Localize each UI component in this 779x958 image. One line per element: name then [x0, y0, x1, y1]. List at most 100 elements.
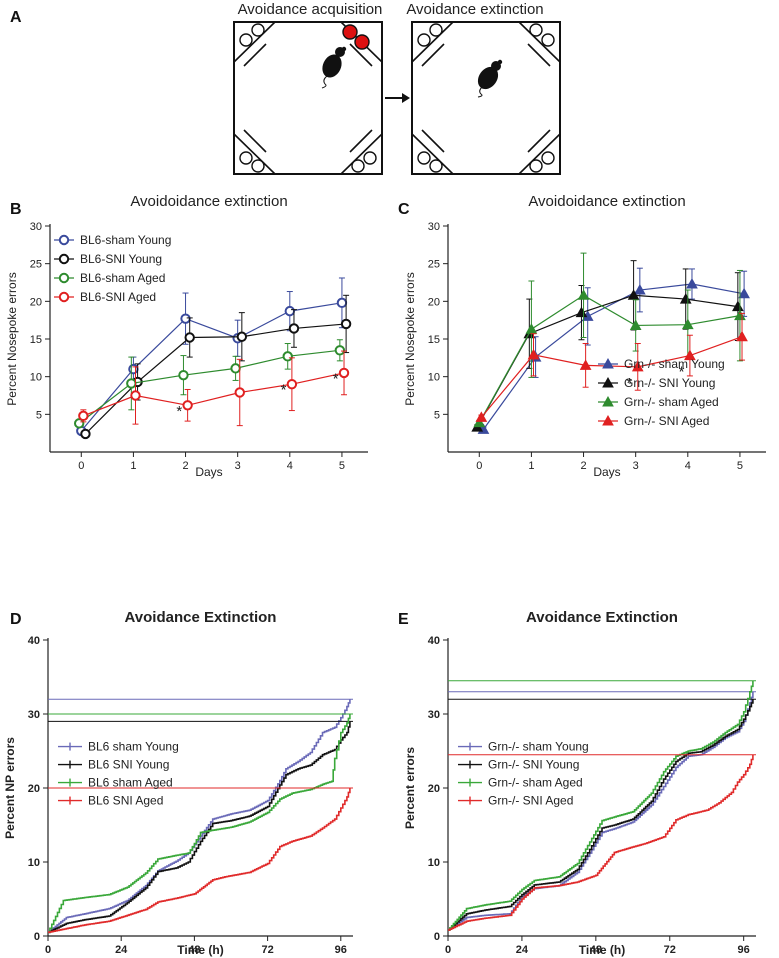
data-point-marker — [602, 357, 614, 369]
chart-d-cumulative-plot: Avoidance Extinction 0 10 20 30 40 0 24 48 72 96 Ti… — [3, 609, 353, 957]
data-point-marker — [736, 330, 748, 342]
y-tick-label: 15 — [428, 334, 440, 346]
data-point-marker — [178, 369, 189, 381]
legend-entry-label: Grn-/- SNI Aged — [624, 414, 709, 428]
chart-e-title: Avoidance Extinction — [526, 609, 678, 626]
data-point-marker — [282, 351, 293, 362]
data-point-marker — [602, 376, 614, 388]
chart-c-line-plot: Avoidoidance extinction 5 10 15 20 25 30 0 1 2 3 4 5… — [403, 193, 766, 479]
x-tick-label: 4 — [287, 460, 293, 472]
x-tick-label: 0 — [445, 944, 451, 956]
data-point-marker — [525, 323, 538, 334]
y-tick-label: 10 — [428, 857, 440, 869]
x-tick-label: 5 — [339, 460, 345, 472]
panel-label-b: B — [10, 201, 22, 218]
data-point-marker — [738, 287, 750, 299]
chart-c-title: Avoidoidance extinction — [528, 193, 685, 210]
data-point-marker — [527, 348, 540, 360]
legend-entry-label: BL6-sham Young — [80, 233, 171, 247]
cumulative-step-line — [448, 699, 754, 931]
data-point-marker — [80, 428, 91, 440]
chart-b-y-label: Percent Nosepoke errors — [5, 272, 19, 405]
data-point-marker — [286, 379, 298, 390]
y-tick-label: 5 — [36, 409, 42, 421]
y-tick-label: 40 — [428, 635, 440, 647]
data-point-marker — [575, 306, 588, 318]
schematic-right-title: Avoidance extinction — [406, 1, 543, 18]
y-tick-label: 0 — [34, 931, 40, 943]
data-point-marker — [78, 410, 89, 422]
x-tick-label: 3 — [633, 460, 639, 472]
chart-e-cumulative-plot: Avoidance Extinction 0 10 20 30 40 0 24 48 72 96 Ti… — [403, 609, 756, 957]
x-tick-label: 48 — [590, 944, 602, 956]
data-point-marker — [128, 363, 139, 375]
y-tick-label: 30 — [428, 709, 440, 721]
legend-entry-label: BL6 SNI Young — [88, 758, 169, 772]
y-tick-label: 40 — [28, 635, 40, 647]
lit-nosepoke-holes — [342, 24, 370, 50]
significance-asterisk: * — [333, 370, 339, 387]
x-tick-label: 2 — [182, 460, 188, 472]
chart-e-x-label: Time (h) — [579, 943, 625, 957]
chart-c-x-label: Days — [593, 465, 620, 479]
cumulative-step-line — [48, 788, 351, 934]
legend-entry-label: Grn-/- SNI Aged — [488, 794, 573, 808]
data-point-marker — [58, 234, 70, 246]
legend-entry-label: BL6 sham Aged — [88, 776, 173, 790]
data-point-marker — [334, 345, 346, 356]
legend-entry-label: BL6-SNI Aged — [80, 290, 156, 304]
significance-asterisk: * — [679, 364, 685, 381]
y-tick-label: 10 — [428, 372, 440, 384]
data-point-marker — [473, 416, 486, 428]
chart-d-title: Avoidance Extinction — [125, 609, 277, 626]
arena-acquisition — [233, 21, 383, 175]
data-point-marker — [686, 277, 698, 289]
legend-entry-label: Grn-/- SNI Young — [488, 758, 579, 772]
legend-entry-label: Grn-/- sham Young — [488, 740, 589, 754]
data-point-marker — [58, 253, 70, 265]
data-point-marker — [629, 319, 642, 330]
legend-entry-label: Grn-/- sham Aged — [624, 395, 719, 409]
x-tick-label: 5 — [737, 460, 743, 472]
chart-e-y-label: Percent errors — [403, 747, 417, 829]
x-tick-label: 1 — [130, 460, 136, 472]
chart-b-title: Avoidoidance extinction — [130, 193, 287, 210]
data-point-marker — [577, 289, 590, 300]
y-tick-label: 15 — [30, 334, 42, 346]
y-tick-label: 25 — [428, 259, 440, 271]
data-point-marker — [475, 411, 488, 422]
data-point-marker — [579, 359, 592, 370]
y-tick-label: 30 — [30, 221, 42, 233]
x-tick-label: 96 — [738, 944, 750, 956]
legend-entry-label: BL6-SNI Young — [80, 252, 162, 266]
data-point-marker — [73, 418, 85, 429]
significance-asterisk: * — [176, 403, 182, 420]
panel-label-a: A — [10, 9, 22, 26]
y-tick-label: 30 — [428, 221, 440, 233]
data-point-marker — [236, 331, 248, 342]
chart-d-y-label: Percent NP errors — [3, 737, 17, 839]
data-point-marker — [602, 414, 614, 426]
x-tick-label: 2 — [580, 460, 586, 472]
x-tick-label: 24 — [115, 944, 128, 956]
chart-d-x-label: Time (h) — [177, 943, 223, 957]
significance-asterisk: * — [281, 382, 287, 399]
data-point-marker — [58, 291, 70, 303]
x-tick-label: 24 — [516, 944, 529, 956]
arrow-icon — [385, 93, 410, 103]
data-point-marker — [627, 289, 640, 300]
data-point-marker — [130, 390, 141, 401]
data-point-marker — [633, 284, 646, 295]
x-tick-label: 48 — [188, 944, 200, 956]
series-line — [80, 302, 343, 432]
significance-asterisk: * — [626, 375, 632, 392]
y-tick-label: 25 — [30, 259, 42, 271]
panel-label-e: E — [398, 611, 409, 628]
data-point-marker — [734, 309, 746, 321]
chart-b-x-label: Days — [195, 465, 222, 479]
data-point-marker — [58, 272, 70, 284]
y-tick-label: 10 — [30, 372, 42, 384]
panel-label-d: D — [10, 611, 22, 628]
x-tick-label: 0 — [45, 944, 51, 956]
